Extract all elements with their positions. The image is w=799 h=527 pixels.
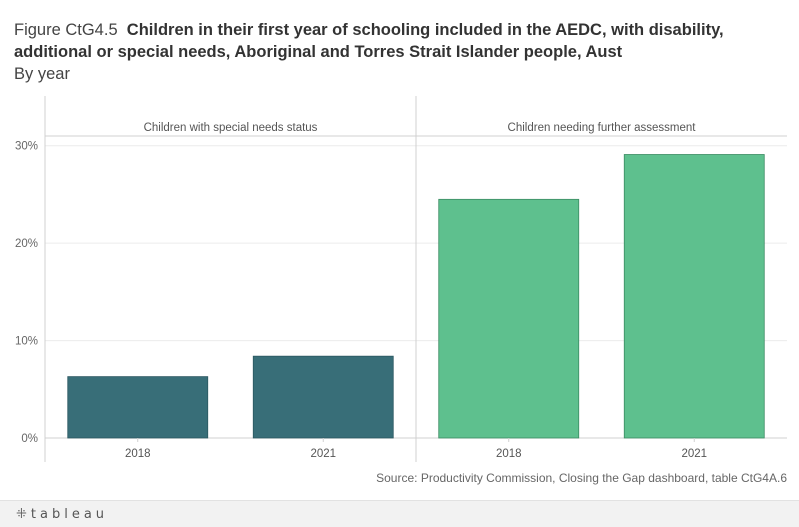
source-note: Source: Productivity Commission, Closing… (376, 471, 787, 485)
tableau-logo-icon: ⁜ (16, 507, 27, 522)
bar (252, 355, 394, 439)
bar (67, 376, 209, 439)
bar-chart: 0% 10% 20% 30% Children with special needs s… (15, 96, 787, 462)
bar (438, 198, 580, 439)
panel-title: Children needing further assessment (508, 122, 697, 134)
y-tick-label: 10% (15, 336, 38, 348)
figure-label: Figure CtG4.5 (14, 21, 118, 39)
figure-title: Children in their first year of schoolin… (14, 21, 724, 61)
y-tick-label: 20% (15, 238, 38, 250)
x-tick-label: 2021 (310, 448, 336, 460)
x-tick-label: 2018 (496, 448, 522, 460)
x-tick-label: 2021 (681, 448, 707, 460)
x-tick-label: 2018 (125, 448, 151, 460)
y-tick-label: 0% (21, 433, 38, 445)
chart-title: Figure CtG4.5 Children in their first ye… (14, 19, 789, 63)
bar (623, 154, 765, 439)
chart-subtitle: By year (14, 65, 70, 83)
panel-title: Children with special needs status (144, 122, 318, 134)
tableau-footer: ⁜ tableau (0, 500, 799, 527)
tableau-logo-text: tableau (30, 507, 109, 522)
y-tick-label: 30% (15, 141, 38, 153)
tableau-logo[interactable]: ⁜ tableau (16, 507, 108, 522)
